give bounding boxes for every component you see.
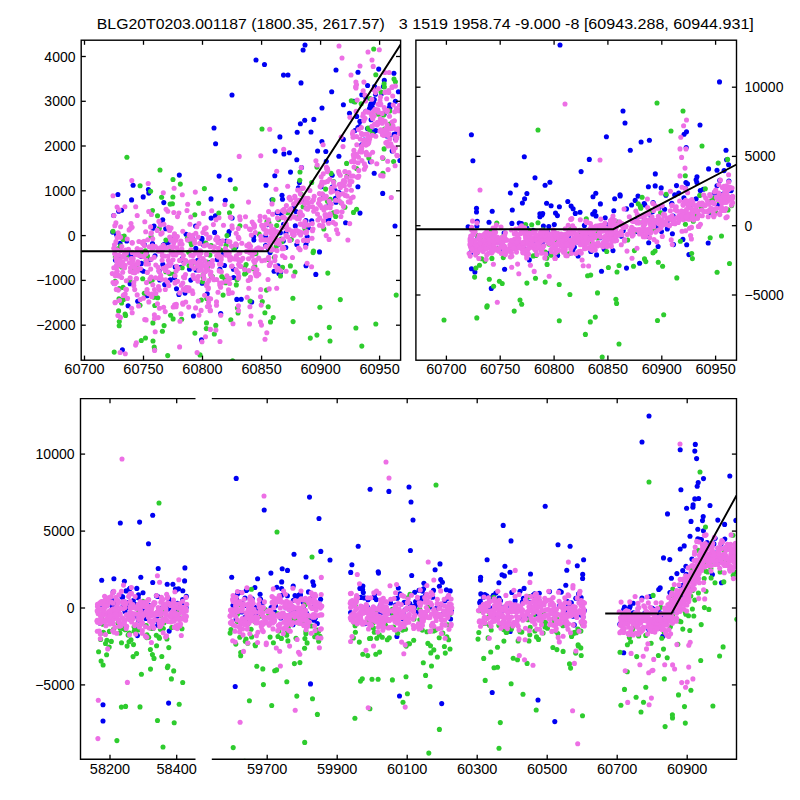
svg-text:60700: 60700 bbox=[64, 361, 105, 377]
svg-text:59900: 59900 bbox=[317, 761, 358, 777]
svg-text:10000: 10000 bbox=[36, 446, 75, 462]
svg-text:59700: 59700 bbox=[247, 761, 288, 777]
svg-text:60800: 60800 bbox=[182, 361, 223, 377]
svg-text:60700: 60700 bbox=[426, 361, 467, 377]
svg-text:60900: 60900 bbox=[642, 361, 683, 377]
svg-text:60950: 60950 bbox=[695, 361, 736, 377]
svg-text:−1000: −1000 bbox=[36, 272, 76, 288]
svg-text:5000: 5000 bbox=[745, 148, 776, 164]
svg-text:60950: 60950 bbox=[359, 361, 400, 377]
svg-text:60900: 60900 bbox=[667, 761, 708, 777]
svg-text:−2000: −2000 bbox=[36, 317, 76, 333]
svg-text:−5000: −5000 bbox=[745, 287, 785, 303]
svg-text:4000: 4000 bbox=[44, 49, 75, 65]
svg-text:5000: 5000 bbox=[43, 523, 74, 539]
svg-text:0: 0 bbox=[745, 218, 753, 234]
svg-text:60850: 60850 bbox=[241, 361, 282, 377]
svg-text:BLG20T0203.001187 (1800.35, 26: BLG20T0203.001187 (1800.35, 2617.57) bbox=[97, 16, 385, 32]
svg-text:60800: 60800 bbox=[534, 361, 575, 377]
svg-text:0: 0 bbox=[68, 228, 76, 244]
svg-text:−5000: −5000 bbox=[35, 677, 75, 693]
svg-text:3 1519 1958.74 -9.000 -8 [6094: 3 1519 1958.74 -9.000 -8 [60943.288, 609… bbox=[399, 16, 754, 32]
svg-text:60750: 60750 bbox=[123, 361, 164, 377]
svg-text:1000: 1000 bbox=[44, 183, 75, 199]
svg-text:0: 0 bbox=[67, 600, 75, 616]
svg-text:2000: 2000 bbox=[44, 138, 75, 154]
svg-text:60300: 60300 bbox=[457, 761, 498, 777]
svg-text:10000: 10000 bbox=[745, 79, 784, 95]
svg-text:60500: 60500 bbox=[527, 761, 568, 777]
svg-text:60900: 60900 bbox=[300, 361, 341, 377]
svg-text:58200: 58200 bbox=[90, 761, 131, 777]
svg-text:60100: 60100 bbox=[387, 761, 428, 777]
svg-text:60700: 60700 bbox=[597, 761, 638, 777]
svg-text:3000: 3000 bbox=[44, 93, 75, 109]
svg-text:60750: 60750 bbox=[480, 361, 521, 377]
svg-text:60850: 60850 bbox=[588, 361, 629, 377]
svg-text:58400: 58400 bbox=[157, 761, 198, 777]
